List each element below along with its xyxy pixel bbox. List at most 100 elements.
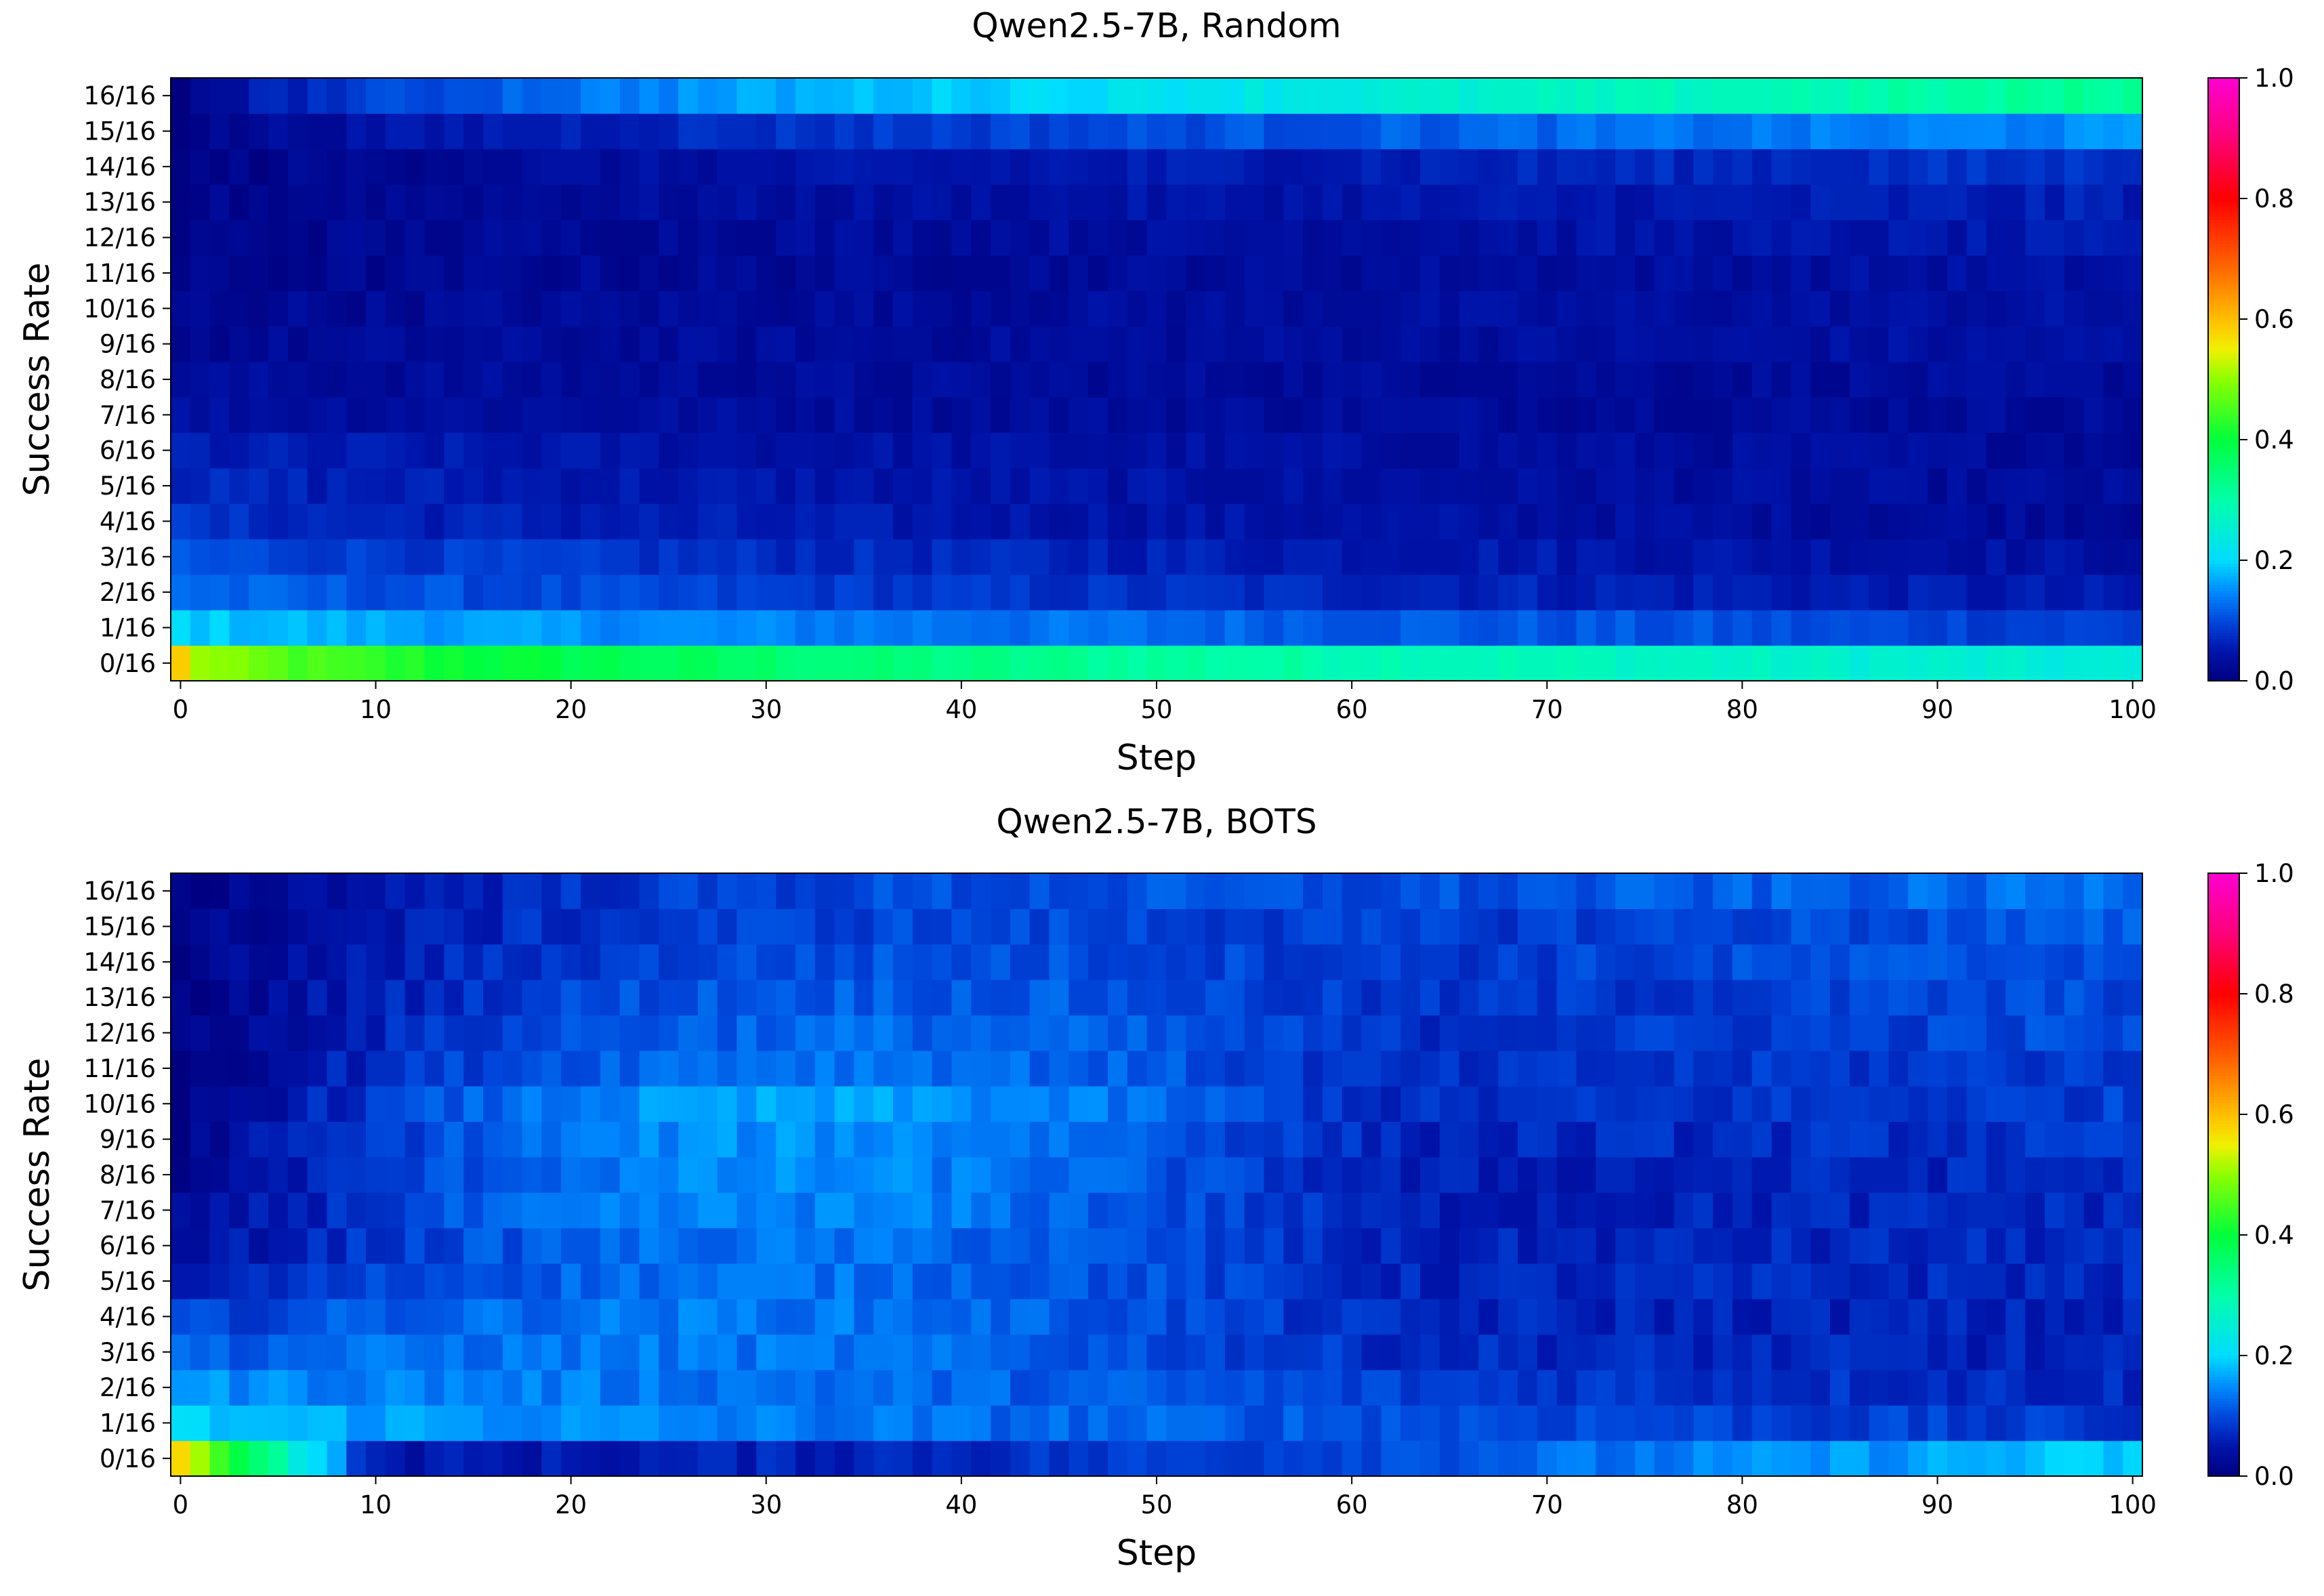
heatmap-cell <box>1439 503 1460 540</box>
heatmap-cell <box>1322 539 1343 575</box>
heatmap-cell <box>1381 148 1401 185</box>
heatmap-cell <box>1654 467 1675 504</box>
heatmap-cell <box>229 873 249 909</box>
heatmap-cell <box>1713 1050 1733 1087</box>
heatmap-cell <box>1947 219 1968 256</box>
heatmap-cell <box>561 645 581 681</box>
heatmap-cell <box>2103 326 2123 362</box>
heatmap-cell <box>404 1156 426 1193</box>
heatmap-cell <box>1439 539 1460 575</box>
heatmap-cell <box>1381 1369 1401 1406</box>
heatmap-cell <box>1322 1369 1343 1406</box>
colorbar-segment <box>2208 180 2239 184</box>
colorbar-segment <box>2208 545 2239 549</box>
heatmap-cell <box>912 645 933 681</box>
heatmap-cell <box>229 1015 249 1051</box>
heatmap-cell <box>1713 1369 1733 1406</box>
colorbar-segment <box>2208 297 2239 302</box>
heatmap-cell <box>1342 1334 1363 1370</box>
heatmap-cell <box>1928 1440 1948 1477</box>
heatmap-cell <box>736 291 757 327</box>
heatmap-cell <box>1674 1156 1694 1193</box>
heatmap-cell <box>619 980 640 1016</box>
heatmap-cell <box>1478 1334 1499 1370</box>
heatmap-cell <box>1928 326 1948 362</box>
colorbar-segment <box>2208 1096 2239 1100</box>
heatmap-cell <box>1830 503 1850 540</box>
heatmap-cell <box>268 467 289 504</box>
heatmap-cell <box>1419 1156 1440 1193</box>
heatmap-cell <box>581 1121 601 1158</box>
heatmap-cell <box>1498 1299 1518 1335</box>
heatmap-cell <box>1791 1156 1811 1193</box>
heatmap-cell <box>385 1263 406 1299</box>
heatmap-cell <box>502 1050 523 1087</box>
heatmap-cell <box>1361 255 1382 291</box>
heatmap-cell <box>1498 944 1518 980</box>
heatmap-cell <box>1303 1015 1323 1051</box>
heatmap-cell <box>736 645 757 681</box>
colorbar-tick-label: 0.0 <box>2254 667 2294 696</box>
heatmap-cell <box>1166 1121 1186 1158</box>
heatmap-cell <box>229 1121 249 1158</box>
heatmap-cell <box>1830 1405 1850 1442</box>
heatmap-cell <box>307 1299 328 1335</box>
heatmap-cell <box>814 1086 835 1122</box>
heatmap-cell <box>287 184 308 221</box>
heatmap-cell <box>1010 361 1031 398</box>
heatmap-cell <box>463 1192 484 1229</box>
heatmap-cell <box>1400 1227 1421 1264</box>
colorbar-tick-label: 0.4 <box>2254 425 2294 455</box>
heatmap-cell <box>1419 1405 1440 1442</box>
heatmap-cell <box>463 1405 484 1442</box>
heatmap-cell <box>1674 1334 1694 1370</box>
heatmap-cell <box>366 1405 386 1442</box>
heatmap-cell <box>678 645 699 681</box>
heatmap-cell <box>463 1227 484 1264</box>
heatmap-cell <box>522 908 543 945</box>
heatmap-cell <box>268 539 289 575</box>
heatmap-cell <box>1205 908 1226 945</box>
heatmap-cell <box>1322 1227 1343 1264</box>
heatmap-cell <box>1771 361 1791 398</box>
heatmap-cell <box>1264 184 1284 221</box>
heatmap-cell <box>756 361 776 398</box>
heatmap-cell <box>1693 1121 1714 1158</box>
heatmap-cell <box>1693 539 1714 575</box>
heatmap-cell <box>1732 1086 1753 1122</box>
colorbar-segment <box>2208 259 2239 263</box>
heatmap-cell <box>814 432 835 469</box>
colorbar-segment <box>2208 1383 2239 1387</box>
heatmap-cell <box>1849 1405 1870 1442</box>
heatmap-cell <box>171 574 191 610</box>
heatmap-cell <box>991 645 1011 681</box>
y-tick-label: 6/16 <box>100 1232 156 1261</box>
heatmap-cell <box>814 503 835 540</box>
heatmap-cell <box>697 184 718 221</box>
heatmap-cell <box>1713 1227 1733 1264</box>
heatmap-cell <box>1478 1015 1499 1051</box>
heatmap-cell <box>717 1334 738 1370</box>
heatmap-cell <box>1342 1263 1363 1299</box>
heatmap-cell <box>1732 78 1753 114</box>
heatmap-cell <box>307 1086 328 1122</box>
heatmap-cell <box>2044 1263 2065 1299</box>
heatmap-cell <box>1810 944 1831 980</box>
heatmap-cell <box>697 1405 718 1442</box>
heatmap-cell <box>1966 574 1987 610</box>
heatmap-cell <box>1049 326 1069 362</box>
heatmap-cell <box>678 184 699 221</box>
heatmap-cell <box>1693 1015 1714 1051</box>
colorbar-segment <box>2208 671 2239 675</box>
heatmap-cell <box>249 944 269 980</box>
heatmap-cell <box>736 1299 757 1335</box>
heatmap-cell <box>581 184 601 221</box>
heatmap-cell <box>444 1227 464 1264</box>
heatmap-cell <box>814 184 835 221</box>
colorbar-segment <box>2208 440 2239 444</box>
heatmap-cell <box>522 944 543 980</box>
heatmap-cell <box>659 113 679 150</box>
colorbar-segment <box>2208 933 2239 938</box>
heatmap-cell <box>991 397 1011 434</box>
heatmap-cell <box>1615 148 1636 185</box>
